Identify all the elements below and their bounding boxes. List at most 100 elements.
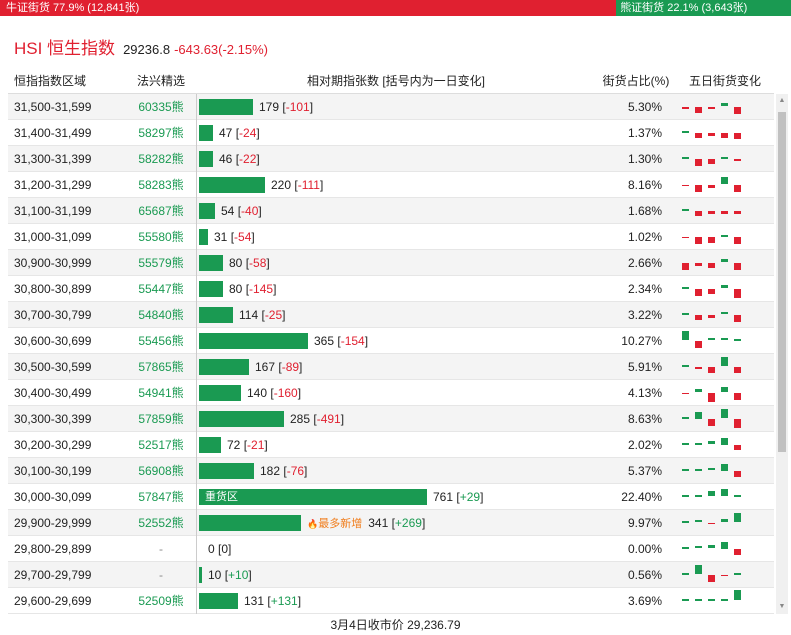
bear-ratio-label: 熊证街货 22.1% (3,643张) (620, 2, 748, 14)
row-range: 30,700-30,799 (14, 307, 92, 322)
row-warrant-code[interactable]: 55579熊 (138, 256, 184, 270)
five-day-bar (682, 157, 689, 159)
row-warrant-code[interactable]: 60335熊 (138, 100, 184, 114)
five-day-bar (721, 132, 728, 138)
scroll-up-arrow-icon[interactable]: ▲ (778, 97, 786, 104)
five-day-bar (695, 340, 702, 349)
scroll-down-arrow-icon[interactable]: ▼ (778, 603, 786, 610)
count-value: 0 (208, 541, 215, 556)
five-day-bar (695, 443, 702, 445)
row-range: 30,000-30,099 (14, 489, 92, 504)
five-day-sparkline (676, 354, 774, 380)
count-bar (199, 358, 249, 375)
row-warrant-code[interactable]: 65687熊 (138, 204, 184, 218)
row-warrant-code[interactable]: 55456熊 (138, 334, 184, 348)
row-warrant-code[interactable]: 58283熊 (138, 178, 184, 192)
table-row: 31,000-31,099 55580熊 31 [-54] 1.02% (8, 223, 774, 250)
count-label: 220 [-111] (271, 177, 324, 192)
table-row: 31,200-31,299 58283熊 220 [-111] 8.16% (8, 171, 774, 198)
scroll-thumb[interactable] (778, 112, 786, 452)
five-day-bar (721, 357, 728, 367)
row-count-cell: 131 [+131] (196, 587, 596, 614)
row-count-cell: 114 [-25] (196, 301, 596, 328)
index-name[interactable]: HSI 恒生指数 (14, 39, 116, 58)
five-day-sparkline (676, 536, 774, 562)
header-count: 相对期指张数 [括号内为一日变化] (306, 74, 485, 88)
count-value: 220 (271, 177, 292, 192)
five-day-sparkline (676, 562, 774, 588)
five-day-bar (734, 470, 741, 477)
row-warrant-code[interactable]: 56908熊 (138, 464, 184, 478)
five-day-bar (708, 418, 715, 427)
row-share-pct: 3.22% (627, 307, 662, 322)
count-bar (199, 384, 241, 401)
row-share-pct: 8.63% (627, 411, 662, 426)
five-day-sparkline (676, 406, 774, 432)
five-day-bar (695, 288, 702, 297)
count-value: 114 (239, 307, 259, 322)
five-day-sparkline (676, 588, 774, 614)
five-day-bar (721, 311, 728, 315)
daily-change-value: +131 (270, 593, 298, 608)
row-share-pct: 10.27% (621, 333, 662, 348)
five-day-sparkline (676, 276, 774, 302)
five-day-bar (734, 184, 741, 193)
five-day-bar (682, 236, 689, 238)
five-day-sparkline (676, 484, 774, 510)
five-day-sparkline (676, 146, 774, 172)
five-day-bar (695, 132, 702, 138)
five-day-bar (695, 184, 702, 193)
bear-ratio-segment: 熊证街货 22.1% (3,643张) (616, 0, 791, 16)
row-warrant-code[interactable]: 55580熊 (138, 230, 184, 244)
row-warrant-code[interactable]: 58297熊 (138, 126, 184, 140)
row-warrant-code[interactable]: 52509熊 (138, 594, 184, 608)
five-day-bar (695, 262, 702, 267)
five-day-bar (708, 314, 715, 319)
count-label: 182 [-76] (260, 463, 308, 478)
table-row: 30,800-30,899 55447熊 80 [-145] 2.34% (8, 275, 774, 302)
row-warrant-code[interactable]: 57847熊 (138, 490, 184, 504)
row-range: 31,300-31,399 (14, 151, 92, 166)
row-warrant-code[interactable]: 52552熊 (138, 516, 184, 530)
daily-change-value: -154 (340, 333, 365, 348)
five-day-bar (682, 131, 689, 133)
row-warrant-code[interactable]: 58282熊 (138, 152, 184, 166)
count-value: 46 (219, 151, 233, 166)
five-day-bar (734, 513, 741, 523)
daily-change-value: -101 (285, 99, 310, 114)
five-day-bar (734, 418, 741, 428)
five-day-bar (682, 417, 689, 419)
row-count-cell: 重货区 761 [+29] (196, 483, 596, 510)
row-warrant-code[interactable]: 57859熊 (138, 412, 184, 426)
count-value: 54 (221, 203, 235, 218)
header-five-day: 五日街货变化 (688, 74, 761, 88)
table-row: 30,100-30,199 56908熊 182 [-76] 5.37% (8, 457, 774, 484)
row-share-pct: 0.56% (627, 567, 662, 582)
row-warrant-code[interactable]: 52517熊 (138, 438, 184, 452)
table-row: 30,000-30,099 57847熊 重货区 761 [+29] 22.40% (8, 483, 774, 510)
row-warrant-code[interactable]: 54840熊 (138, 308, 184, 322)
five-day-bar (708, 574, 715, 583)
row-range: 31,400-31,499 (14, 125, 92, 140)
row-share-pct: 1.37% (627, 125, 662, 140)
five-day-bar (682, 521, 689, 523)
row-warrant-code[interactable]: 57865熊 (138, 360, 184, 374)
vertical-scrollbar[interactable]: ▲ ▼ (776, 94, 788, 614)
row-range: 30,100-30,199 (14, 463, 92, 478)
count-label: 80 [-145] (229, 281, 277, 296)
five-day-bar (734, 288, 741, 298)
count-label: 0 [0] (208, 541, 232, 556)
row-warrant-code[interactable]: 55447熊 (138, 282, 184, 296)
five-day-sparkline (676, 302, 774, 328)
fire-icon: 🔥 (307, 518, 319, 529)
five-day-bar (734, 444, 741, 450)
row-share-pct: 4.13% (627, 385, 662, 400)
row-share-pct: 1.68% (627, 203, 662, 218)
row-warrant-code[interactable]: 54941熊 (138, 386, 184, 400)
count-bar (199, 202, 215, 219)
count-bar (199, 332, 308, 349)
five-day-bar (721, 387, 728, 393)
daily-change-value: 0 (221, 541, 229, 556)
five-day-bar (682, 209, 689, 211)
row-range: 31,500-31,599 (14, 99, 92, 114)
